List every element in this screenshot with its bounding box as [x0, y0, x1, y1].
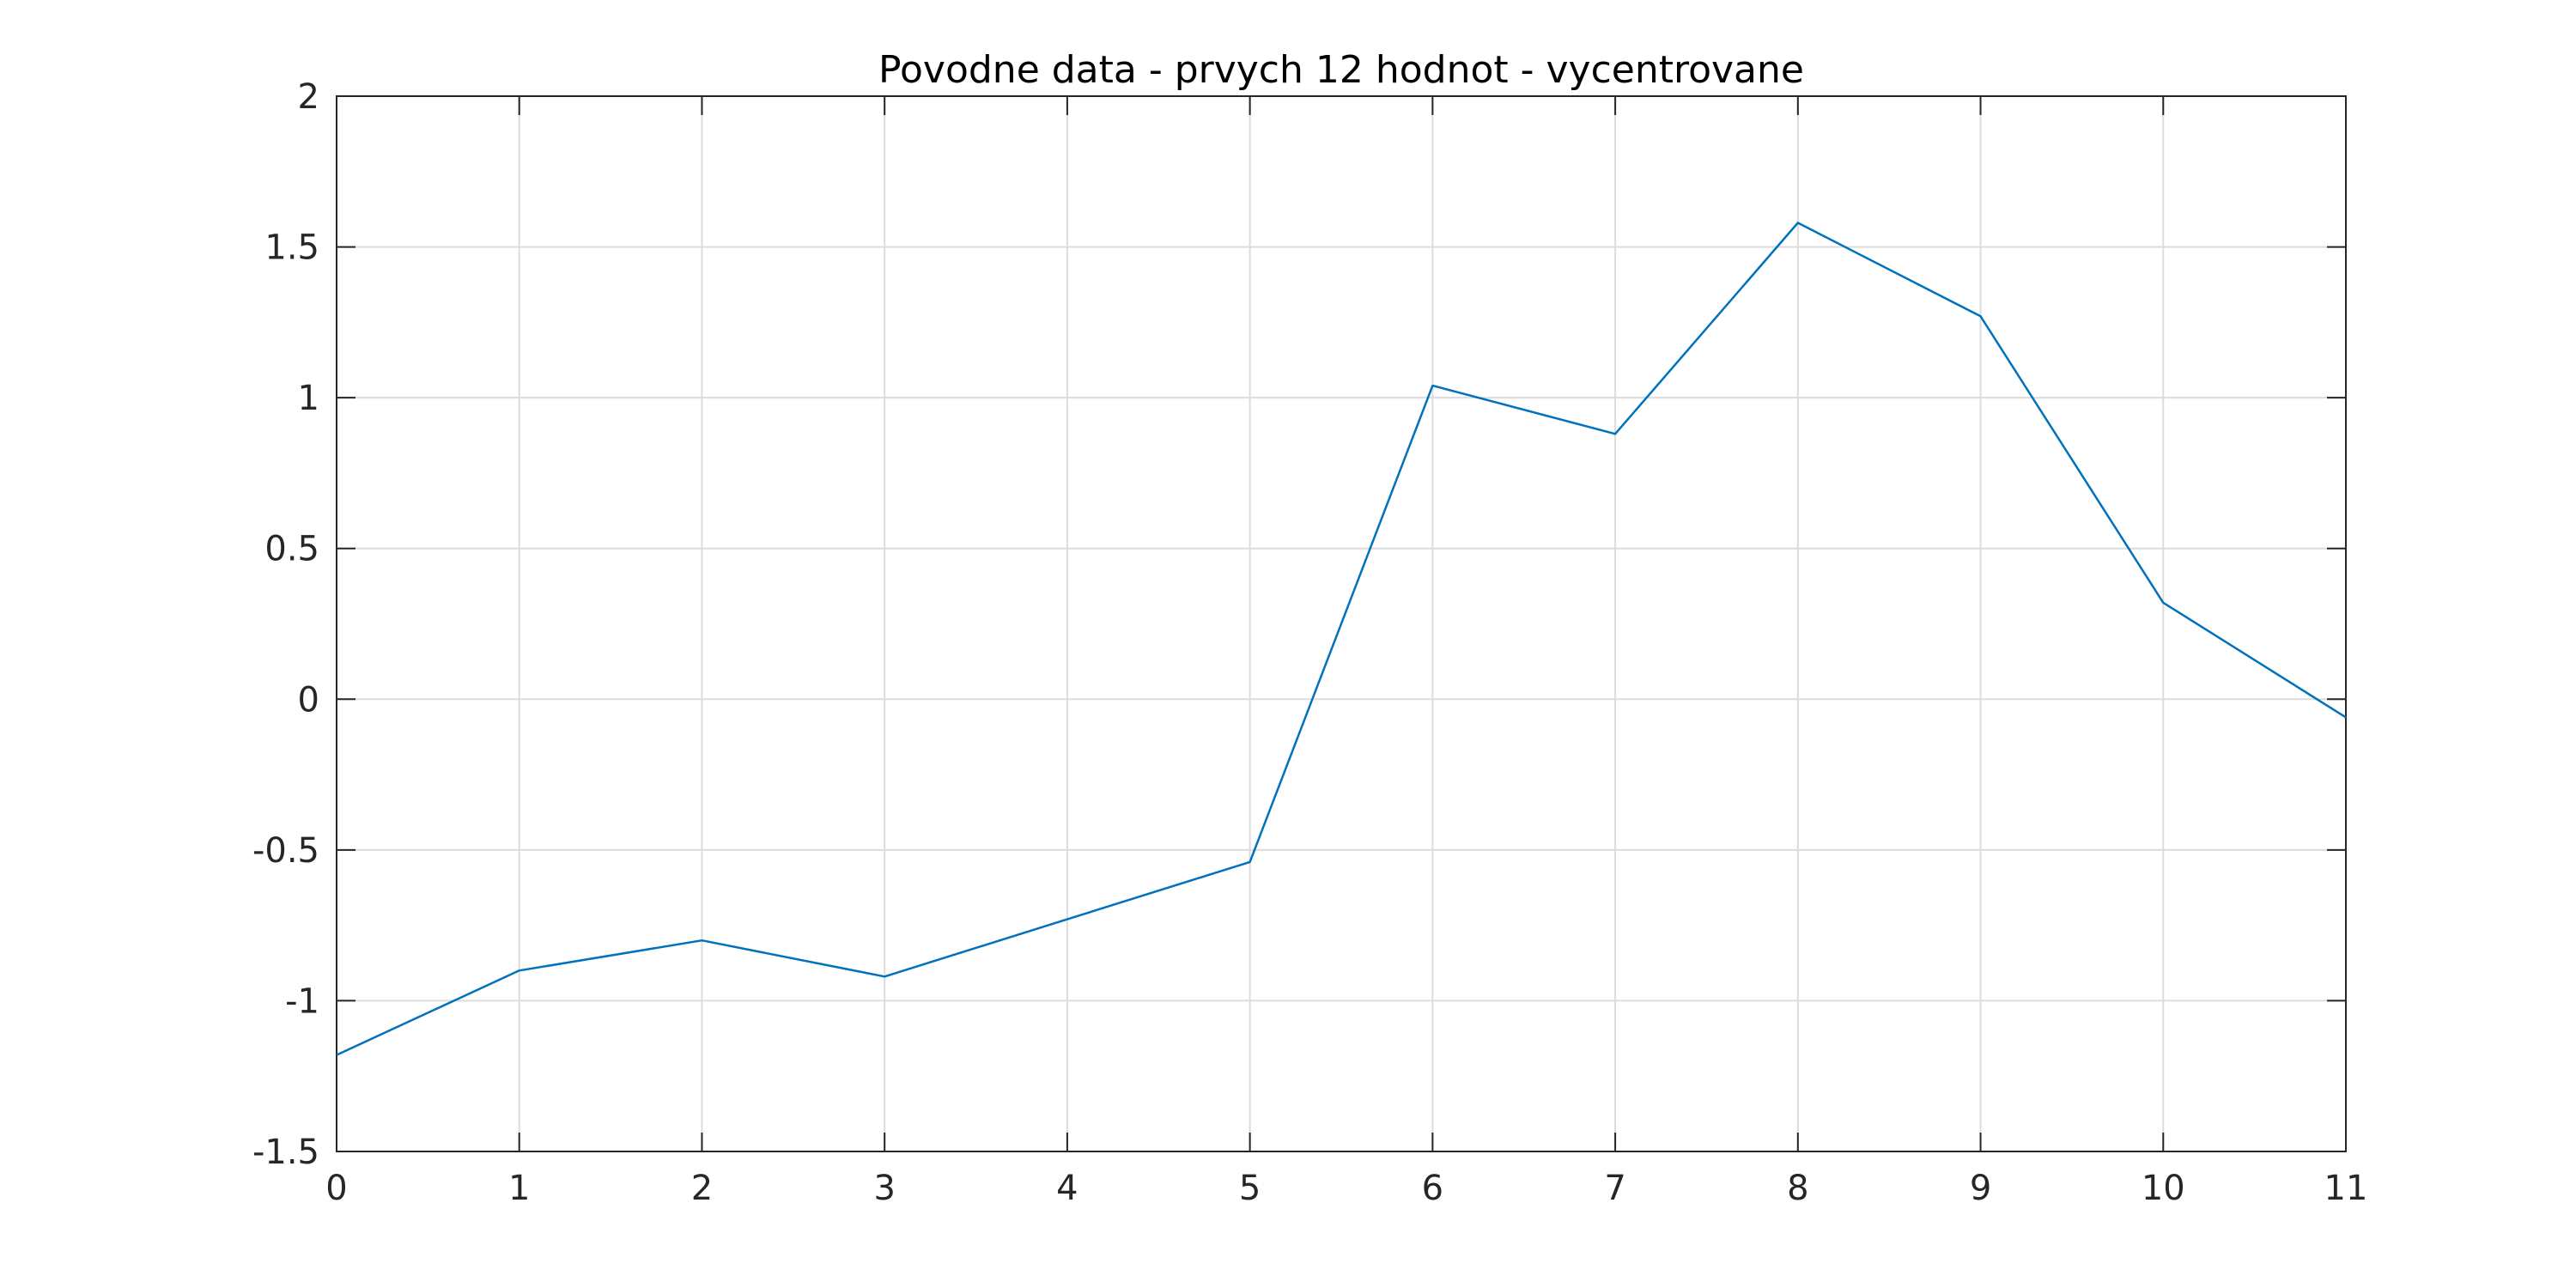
- x-tick-label: 6: [1422, 1169, 1443, 1208]
- x-tick-label: 3: [873, 1169, 895, 1208]
- x-tick-label: 2: [691, 1169, 713, 1208]
- y-tick-label: 1.5: [264, 228, 319, 268]
- x-tick-label: 11: [2324, 1169, 2368, 1208]
- y-tick-label: 0: [298, 680, 319, 720]
- ticks: [336, 95, 2347, 1152]
- x-tick-label: 9: [1970, 1169, 1991, 1208]
- chart-title: Povodne data - prvych 12 hodnot - vycent…: [878, 48, 1804, 92]
- y-tick-label: -1: [285, 981, 319, 1021]
- y-tick-label: -0.5: [252, 831, 319, 871]
- x-tick-label: 7: [1604, 1169, 1625, 1208]
- tick-labels: 0 1 2 3 4 5 6 7 8 9 10 11 -1.5 -1 -0.5 0 0.5 1 1.5 2: [252, 77, 2368, 1208]
- y-tick-label: 1: [298, 379, 319, 418]
- series: [336, 222, 2347, 1056]
- x-tick-label: 10: [2142, 1169, 2185, 1208]
- y-tick-label: -1.5: [252, 1133, 319, 1172]
- y-tick-label: 2: [298, 77, 319, 117]
- series-line: [336, 222, 2347, 1056]
- x-tick-label: 8: [1787, 1169, 1808, 1208]
- x-tick-label: 4: [1056, 1169, 1078, 1208]
- x-tick-label: 0: [325, 1169, 347, 1208]
- axes-box: [336, 95, 2347, 1152]
- y-tick-label: 0.5: [264, 530, 319, 569]
- x-tick-label: 1: [508, 1169, 530, 1208]
- x-tick-label: 5: [1239, 1169, 1261, 1208]
